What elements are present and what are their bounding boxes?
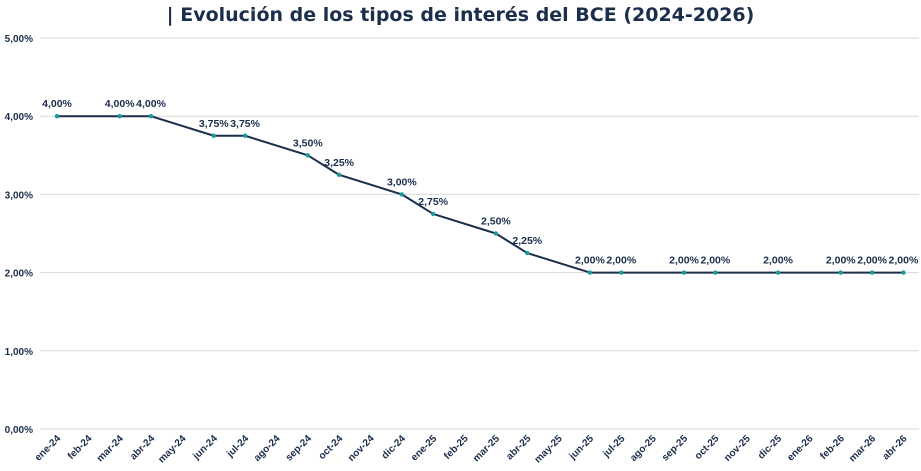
data-point — [775, 270, 781, 275]
data-label: 2,25% — [512, 235, 542, 247]
y-tick-label: 2,00% — [5, 269, 33, 280]
data-point — [681, 270, 687, 275]
data-label: 2,00% — [575, 255, 605, 267]
data-point — [399, 192, 405, 197]
x-tick-label: abr-26 — [881, 433, 910, 462]
data-point — [211, 133, 216, 138]
x-tick-label: oct-25 — [693, 433, 722, 462]
y-tick-label: 4,00% — [5, 112, 33, 123]
data-point — [901, 270, 906, 275]
data-point — [242, 133, 248, 138]
data-label: 3,00% — [387, 176, 417, 188]
data-label: 2,00% — [826, 255, 856, 267]
x-tick-label: ene-26 — [785, 433, 815, 463]
data-label: 4,00% — [105, 98, 135, 110]
data-point — [305, 153, 310, 158]
data-label: 2,00% — [700, 255, 730, 267]
data-point — [117, 114, 122, 119]
data-label: 2,00% — [606, 255, 636, 267]
x-tick-label: dic-25 — [756, 433, 785, 462]
x-tick-label: ene-24 — [33, 433, 63, 463]
x-tick-label: nov-24 — [346, 433, 377, 464]
x-tick-label: sep-24 — [284, 433, 314, 463]
x-tick-label: ago-25 — [628, 433, 659, 464]
data-point — [838, 270, 843, 275]
data-point — [619, 270, 624, 275]
y-tick-label: 3,00% — [5, 190, 33, 201]
data-point — [431, 211, 436, 217]
data-point — [587, 270, 593, 275]
y-tick-label: 0,00% — [5, 425, 33, 436]
data-point — [713, 270, 718, 275]
x-tick-label: jul-24 — [224, 433, 251, 460]
x-tick-label: ago-24 — [252, 433, 283, 464]
data-label: 2,00% — [889, 255, 919, 267]
data-point — [525, 250, 530, 256]
x-tick-label: jul-25 — [600, 433, 627, 460]
data-label: 3,75% — [199, 118, 229, 130]
x-tick-label: feb-25 — [442, 433, 471, 462]
x-tick-label: jun-25 — [567, 433, 597, 463]
y-tick-label: 1,00% — [5, 347, 33, 358]
x-tick-label: may-25 — [533, 433, 565, 465]
x-tick-label: mar-26 — [847, 433, 878, 464]
data-label: 4,00% — [136, 98, 166, 110]
data-label: 2,00% — [857, 255, 887, 267]
x-tick-label: feb-24 — [66, 433, 95, 462]
data-point — [148, 114, 154, 119]
x-tick-label: mar-24 — [95, 433, 126, 464]
x-tick-label: abr-24 — [128, 433, 157, 462]
data-label: 2,50% — [481, 216, 511, 228]
x-tick-label: may-24 — [156, 433, 188, 465]
x-tick-label: sep-25 — [660, 433, 690, 463]
x-tick-label: dic-24 — [380, 433, 409, 462]
data-label: 4,00% — [42, 98, 72, 110]
x-tick-label: ene-25 — [409, 433, 439, 463]
data-point — [336, 172, 342, 178]
x-tick-label: mar-25 — [471, 433, 502, 464]
y-tick-label: 5,00% — [5, 34, 33, 45]
x-tick-label: nov-25 — [722, 433, 753, 464]
data-point — [493, 231, 499, 236]
data-label: 2,00% — [669, 255, 699, 267]
data-label: 2,75% — [418, 196, 448, 208]
chart-title: | Evolución de los tipos de interés del … — [166, 4, 755, 26]
data-label: 3,25% — [324, 157, 354, 169]
x-tick-label: abr-25 — [504, 433, 533, 462]
x-tick-label: oct-24 — [317, 433, 346, 462]
data-label: 3,50% — [293, 137, 323, 149]
data-label: 2,00% — [763, 255, 793, 267]
x-tick-label: feb-26 — [818, 433, 847, 462]
data-point — [54, 114, 60, 119]
data-label: 3,75% — [230, 118, 260, 130]
data-point — [869, 270, 875, 275]
x-tick-label: jun-24 — [191, 433, 221, 463]
